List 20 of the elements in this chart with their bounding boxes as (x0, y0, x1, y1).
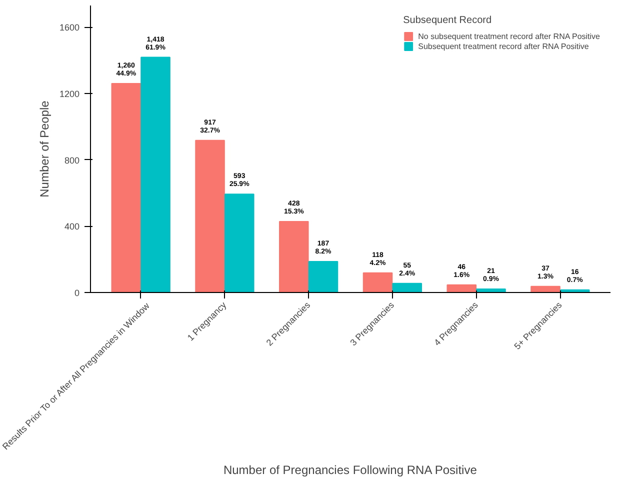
bar (111, 82, 142, 292)
bar (140, 56, 170, 292)
legend-title: Subsequent Record (403, 15, 493, 26)
y-tick-label: 0 (74, 288, 80, 298)
bar (224, 194, 254, 292)
bar (362, 272, 393, 292)
bar (279, 220, 309, 292)
legend-label: Subsequent treatment record after RNA Positive (418, 41, 589, 51)
y-tick-label: 1200 (59, 88, 80, 99)
bar (195, 140, 225, 292)
bar (308, 260, 338, 292)
bar (392, 282, 422, 292)
bar (446, 284, 477, 292)
bar (530, 286, 560, 292)
x-axis-title: Number of Pregnancies Following RNA Positive (223, 463, 478, 478)
legend-label: No subsequent treatment record after RNA Positive (418, 31, 600, 41)
y-tick-label: 800 (64, 155, 80, 166)
y-tick-label: 400 (64, 222, 80, 232)
y-axis-title: Number of People (37, 100, 52, 198)
y-tick-label: 1600 (59, 22, 80, 33)
